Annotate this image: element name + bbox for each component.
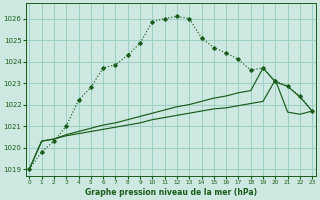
X-axis label: Graphe pression niveau de la mer (hPa): Graphe pression niveau de la mer (hPa) — [85, 188, 257, 197]
